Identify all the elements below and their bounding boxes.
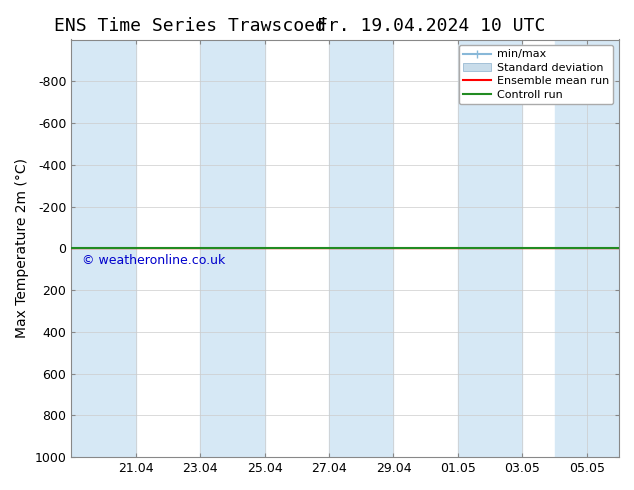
Legend: min/max, Standard deviation, Ensemble mean run, Controll run: min/max, Standard deviation, Ensemble me… (459, 45, 614, 104)
Y-axis label: Max Temperature 2m (°C): Max Temperature 2m (°C) (15, 158, 29, 338)
Bar (458, 40, 522, 457)
Bar (555, 40, 619, 457)
Text: Fr. 19.04.2024 10 UTC: Fr. 19.04.2024 10 UTC (317, 17, 545, 35)
Bar (200, 40, 264, 457)
Text: ENS Time Series Trawscoed: ENS Time Series Trawscoed (55, 17, 326, 35)
Text: © weatheronline.co.uk: © weatheronline.co.uk (82, 254, 226, 268)
Bar (71, 40, 136, 457)
Bar (329, 40, 394, 457)
